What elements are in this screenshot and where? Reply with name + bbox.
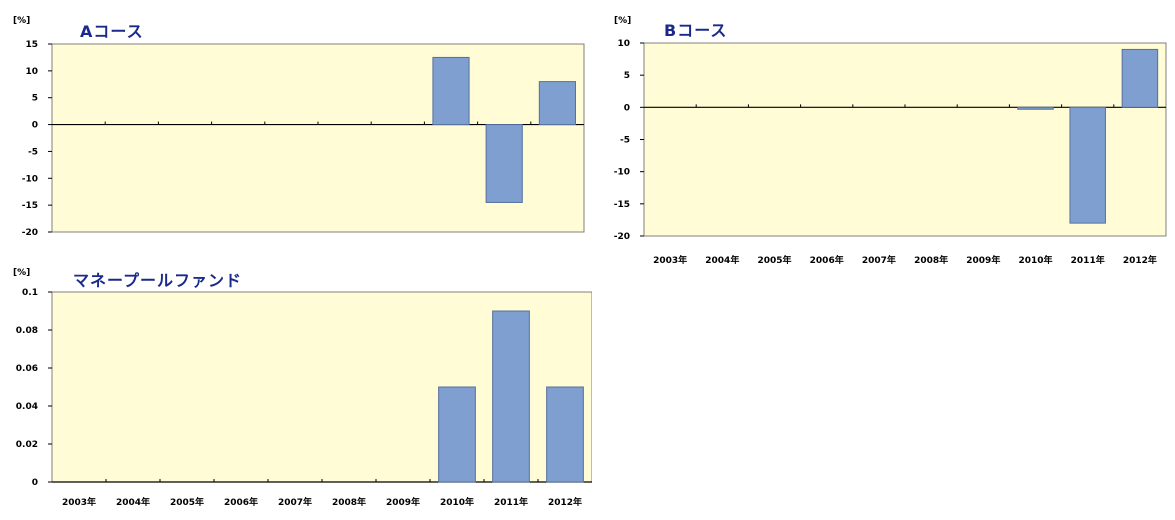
- chart-panel-b: [%] Bコース 10 5 0 -5 -10 -15 -20 2003年 2004年 2005年…: [597, 5, 1175, 283]
- x-tick-label: 2005年: [757, 254, 791, 266]
- x-tick-label: 2007年: [278, 496, 312, 508]
- y-tick-label: -10: [22, 174, 38, 184]
- unit-label: [%]: [614, 16, 631, 26]
- unit-label: [%]: [13, 268, 30, 278]
- y-tick-label: 0.04: [16, 402, 38, 412]
- x-tick-label: 2012年: [1123, 254, 1157, 266]
- y-tick-label: -15: [614, 200, 630, 210]
- y-tick-label: 0: [32, 478, 38, 488]
- x-tick-label: 2003年: [653, 254, 687, 266]
- x-tick-label: 2011年: [1071, 254, 1105, 266]
- chart-panel-a: [%] Aコース 15 10 5 0 -5 -10 -15 -20: [0, 0, 592, 245]
- y-tick-label: -15: [22, 201, 38, 211]
- chart-title: Bコース: [664, 21, 727, 40]
- chart-a-svg: [%] Aコース 15 10 5 0 -5 -10 -15 -20: [13, 16, 585, 238]
- chart-title: Aコース: [80, 22, 144, 41]
- x-tick-label: 2011年: [494, 496, 528, 508]
- y-axis-labels: 10 5 0 -5 -10 -15 -20: [614, 39, 630, 242]
- x-tick-label: 2007年: [862, 254, 896, 266]
- x-tick-label: 2009年: [386, 496, 420, 508]
- y-tick-label: 10: [25, 67, 38, 77]
- y-tick-label: 0: [624, 103, 630, 113]
- bar-2011年: [485, 124, 523, 203]
- x-axis-labels: 2003年 2004年 2005年 2006年 2007年 2008年 2009年 2010年…: [62, 496, 582, 508]
- unit-label: [%]: [13, 16, 30, 26]
- chart-c-svg: [%] マネープールファンド 0.1 0.08 0.06 0.04 0.02 0 2003…: [13, 268, 592, 508]
- bar-2011年: [492, 310, 530, 483]
- bar-2012年: [538, 81, 576, 126]
- y-axis-labels: 0.1 0.08 0.06 0.04 0.02 0: [16, 288, 38, 488]
- y-tick-label: 15: [25, 40, 38, 50]
- chart-title: マネープールファンド: [73, 271, 242, 290]
- x-tick-label: 2004年: [116, 496, 150, 508]
- bar-series: [438, 310, 584, 483]
- y-tick-label: 0: [32, 121, 38, 131]
- x-tick-label: 2010年: [440, 496, 474, 508]
- bar-2010年: [432, 56, 470, 126]
- x-tick-label: 2006年: [224, 496, 258, 508]
- x-tick-label: 2004年: [705, 254, 739, 266]
- bar-2011年: [1069, 106, 1106, 224]
- x-tick-label: 2009年: [966, 254, 1000, 266]
- y-axis-labels: 15 10 5 0 -5 -10 -15 -20: [22, 40, 38, 238]
- y-tick-label: -5: [28, 147, 38, 157]
- y-tick-label: -10: [614, 168, 630, 178]
- y-tick-label: -20: [614, 232, 630, 242]
- bar-series: [432, 56, 576, 203]
- x-tick-label: 2010年: [1018, 254, 1052, 266]
- x-axis-labels: 2003年 2004年 2005年 2006年 2007年 2008年 2009年 2010年…: [653, 254, 1157, 266]
- y-tick-label: 0.1: [22, 288, 38, 298]
- y-tick-label: 5: [32, 94, 38, 104]
- x-tick-label: 2008年: [914, 254, 948, 266]
- x-tick-label: 2008年: [332, 496, 366, 508]
- chart-b-svg: [%] Bコース 10 5 0 -5 -10 -15 -20 2003年 2004年 2005年…: [614, 16, 1167, 266]
- x-tick-label: 2006年: [810, 254, 844, 266]
- bar-2012年: [546, 386, 584, 483]
- y-tick-label: -20: [22, 228, 38, 238]
- bar-series: [1017, 48, 1159, 224]
- chart-panel-c: [%] マネープールファンド 0.1 0.08 0.06 0.04 0.02 0 2003…: [0, 258, 592, 520]
- x-tick-label: 2012年: [548, 496, 582, 508]
- y-tick-label: -5: [620, 136, 630, 146]
- bar-2010年: [438, 386, 476, 483]
- bar-2012年: [1121, 48, 1159, 108]
- y-tick-label: 0.02: [16, 440, 38, 450]
- y-tick-label: 10: [617, 39, 630, 49]
- x-tick-label: 2005年: [170, 496, 204, 508]
- y-tick-label: 5: [624, 71, 630, 81]
- bar-2010年: [1017, 106, 1054, 110]
- x-tick-label: 2003年: [62, 496, 96, 508]
- y-tick-label: 0.08: [16, 326, 38, 336]
- y-tick-label: 0.06: [16, 364, 38, 374]
